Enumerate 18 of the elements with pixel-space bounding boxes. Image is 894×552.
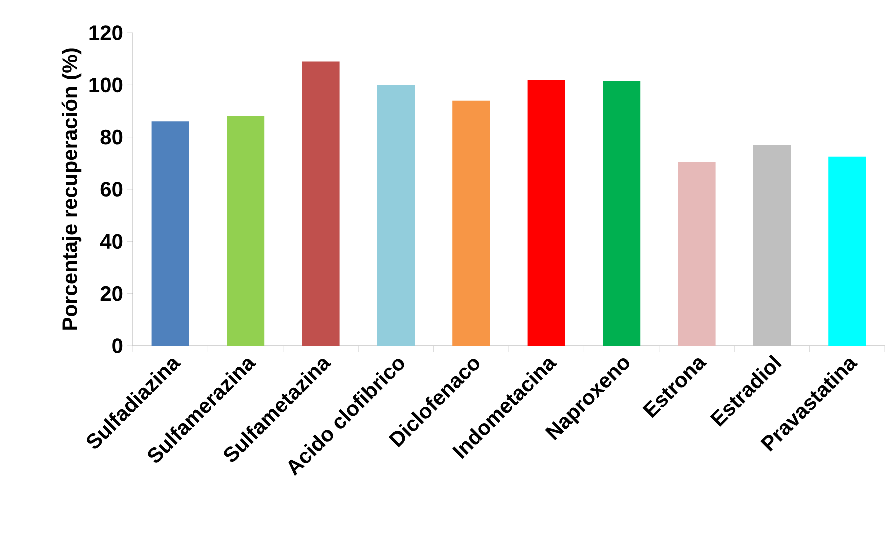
y-tick-label: 20 — [100, 286, 123, 302]
y-tick-label: 60 — [100, 182, 123, 197]
y-tick-label: 40 — [100, 234, 123, 250]
bar — [678, 162, 716, 346]
y-axis-title: Porcentaje recuperación (%) — [62, 48, 82, 330]
bar — [227, 116, 265, 346]
bar — [753, 145, 792, 346]
bar — [528, 80, 566, 346]
bar — [452, 100, 490, 346]
y-tick-label: 120 — [90, 26, 123, 40]
bar — [377, 85, 416, 346]
y-tick-label: 100 — [90, 78, 123, 93]
bar — [302, 62, 340, 346]
bar — [828, 156, 866, 346]
bar — [603, 81, 641, 346]
y-tick-label: 0 — [112, 338, 123, 354]
bar — [152, 122, 190, 346]
y-tick-label: 80 — [100, 130, 123, 145]
